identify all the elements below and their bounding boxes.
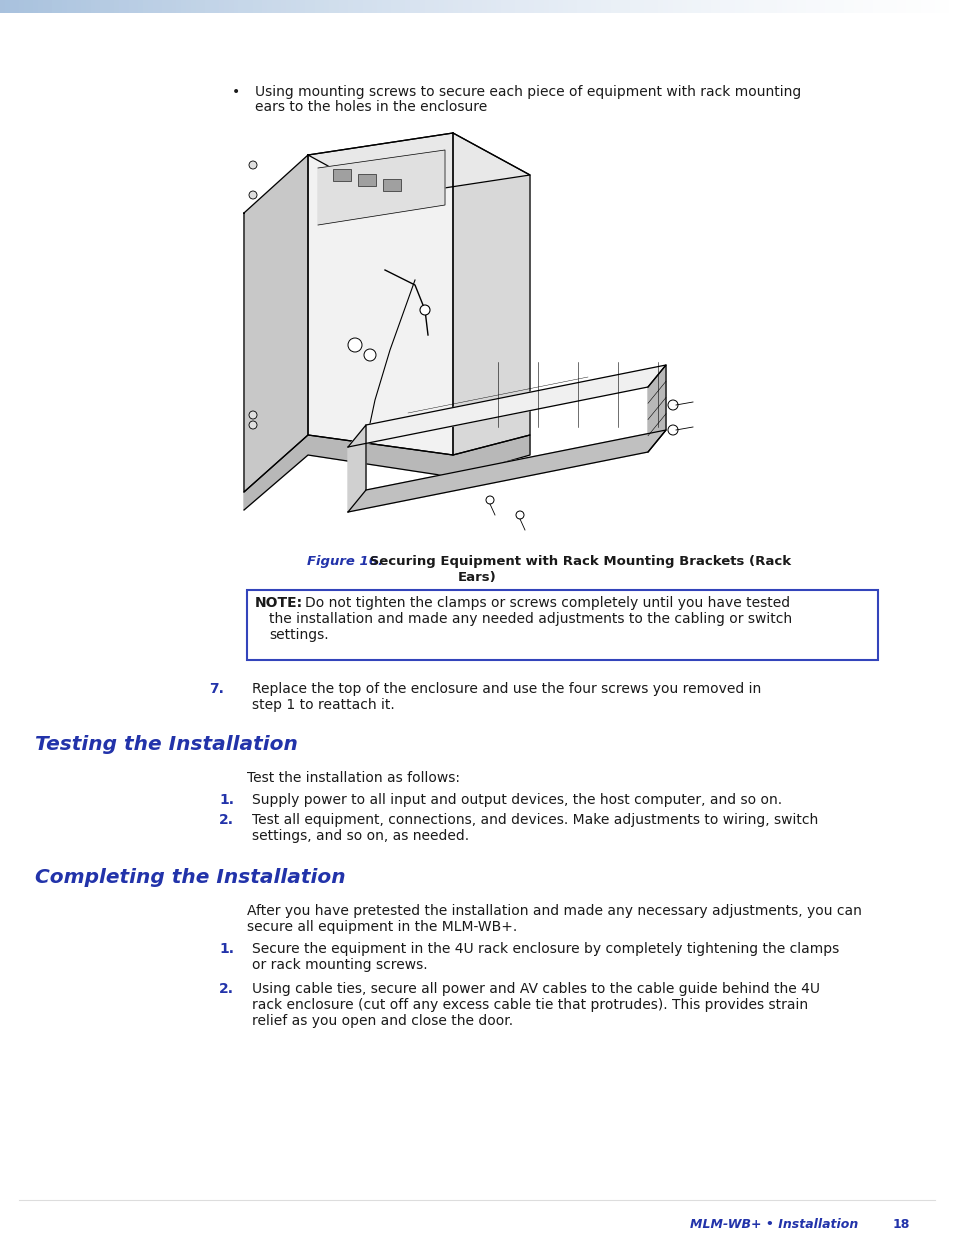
Polygon shape bbox=[348, 425, 366, 513]
Text: the installation and made any needed adjustments to the cabling or switch: the installation and made any needed adj… bbox=[269, 613, 791, 626]
Circle shape bbox=[249, 191, 256, 199]
Bar bbox=[333, 169, 351, 182]
Text: Replace the top of the enclosure and use the four screws you removed in: Replace the top of the enclosure and use… bbox=[252, 682, 760, 697]
Polygon shape bbox=[348, 366, 665, 447]
Text: step 1 to reattach it.: step 1 to reattach it. bbox=[252, 698, 395, 713]
Text: Ears): Ears) bbox=[457, 571, 496, 584]
Text: 2.: 2. bbox=[219, 813, 233, 827]
Text: Test the installation as follows:: Test the installation as follows: bbox=[247, 771, 459, 785]
Polygon shape bbox=[308, 133, 530, 198]
Circle shape bbox=[348, 338, 361, 352]
Polygon shape bbox=[453, 133, 530, 454]
Circle shape bbox=[667, 400, 678, 410]
Circle shape bbox=[516, 511, 523, 519]
Text: or rack mounting screws.: or rack mounting screws. bbox=[252, 958, 427, 972]
Text: ears to the holes in the enclosure: ears to the holes in the enclosure bbox=[254, 100, 487, 114]
Text: 1.: 1. bbox=[219, 793, 233, 806]
Circle shape bbox=[419, 305, 430, 315]
Text: Supply power to all input and output devices, the host computer, and so on.: Supply power to all input and output dev… bbox=[252, 793, 781, 806]
Text: 1.: 1. bbox=[219, 942, 233, 956]
Text: Figure 16.: Figure 16. bbox=[307, 555, 382, 568]
Text: NOTE:: NOTE: bbox=[254, 597, 303, 610]
Text: Secure the equipment in the 4U rack enclosure by completely tightening the clamp: Secure the equipment in the 4U rack encl… bbox=[252, 942, 839, 956]
Text: Test all equipment, connections, and devices. Make adjustments to wiring, switch: Test all equipment, connections, and dev… bbox=[252, 813, 818, 827]
Circle shape bbox=[249, 421, 256, 429]
Text: relief as you open and close the door.: relief as you open and close the door. bbox=[252, 1014, 513, 1028]
Polygon shape bbox=[647, 366, 665, 452]
Text: 2.: 2. bbox=[219, 982, 233, 995]
Text: Testing the Installation: Testing the Installation bbox=[35, 735, 297, 755]
Text: 18: 18 bbox=[892, 1218, 909, 1231]
Polygon shape bbox=[348, 430, 665, 513]
Circle shape bbox=[667, 425, 678, 435]
Text: 7.: 7. bbox=[209, 682, 224, 697]
Polygon shape bbox=[308, 133, 453, 454]
Text: settings.: settings. bbox=[269, 629, 328, 642]
Text: Completing the Installation: Completing the Installation bbox=[35, 868, 345, 887]
Text: rack enclosure (cut off any excess cable tie that protrudes). This provides stra: rack enclosure (cut off any excess cable… bbox=[252, 998, 807, 1011]
Bar bbox=[247, 590, 877, 659]
Circle shape bbox=[249, 411, 256, 419]
Polygon shape bbox=[244, 435, 530, 510]
Bar bbox=[357, 174, 375, 186]
Text: Do not tighten the clamps or screws completely until you have tested: Do not tighten the clamps or screws comp… bbox=[305, 597, 789, 610]
Polygon shape bbox=[317, 149, 444, 225]
Polygon shape bbox=[244, 156, 308, 492]
Circle shape bbox=[364, 350, 375, 361]
Text: Using cable ties, secure all power and AV cables to the cable guide behind the 4: Using cable ties, secure all power and A… bbox=[252, 982, 820, 995]
Circle shape bbox=[249, 161, 256, 169]
Text: secure all equipment in the MLM-WB+.: secure all equipment in the MLM-WB+. bbox=[247, 920, 517, 934]
Circle shape bbox=[485, 496, 494, 504]
Text: MLM-WB+ • Installation: MLM-WB+ • Installation bbox=[689, 1218, 858, 1231]
Text: •: • bbox=[232, 85, 240, 99]
Text: settings, and so on, as needed.: settings, and so on, as needed. bbox=[252, 829, 469, 844]
Text: Securing Equipment with Rack Mounting Brackets (Rack: Securing Equipment with Rack Mounting Br… bbox=[365, 555, 790, 568]
Text: After you have pretested the installation and made any necessary adjustments, yo: After you have pretested the installatio… bbox=[247, 904, 861, 918]
Text: Using mounting screws to secure each piece of equipment with rack mounting: Using mounting screws to secure each pie… bbox=[254, 85, 801, 99]
Bar bbox=[382, 179, 400, 191]
